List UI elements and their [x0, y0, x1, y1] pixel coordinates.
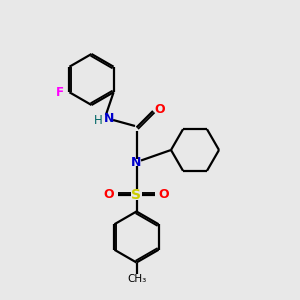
Text: O: O	[103, 188, 114, 202]
Text: S: S	[131, 188, 142, 202]
Text: O: O	[154, 103, 165, 116]
Text: N: N	[131, 155, 142, 169]
Text: F: F	[56, 86, 64, 99]
Text: H: H	[94, 113, 103, 127]
Text: N: N	[104, 112, 115, 125]
Text: CH₃: CH₃	[127, 274, 146, 284]
Text: O: O	[159, 188, 170, 202]
